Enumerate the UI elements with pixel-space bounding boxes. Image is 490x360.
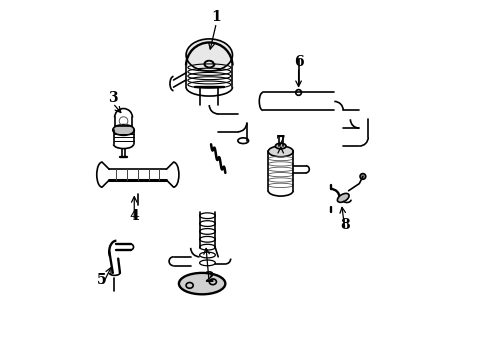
Ellipse shape (275, 143, 286, 149)
Text: 3: 3 (108, 91, 118, 105)
Ellipse shape (338, 193, 349, 202)
Ellipse shape (179, 273, 225, 294)
Ellipse shape (186, 39, 232, 71)
Text: 8: 8 (340, 218, 350, 231)
Circle shape (360, 174, 366, 179)
Text: 4: 4 (129, 209, 139, 223)
Text: 5: 5 (98, 273, 107, 287)
Ellipse shape (296, 90, 301, 95)
Text: 2: 2 (204, 271, 214, 285)
Ellipse shape (268, 146, 293, 157)
Text: 7: 7 (276, 135, 286, 149)
Ellipse shape (113, 125, 134, 135)
Text: 1: 1 (212, 10, 221, 24)
Text: 6: 6 (294, 55, 303, 69)
